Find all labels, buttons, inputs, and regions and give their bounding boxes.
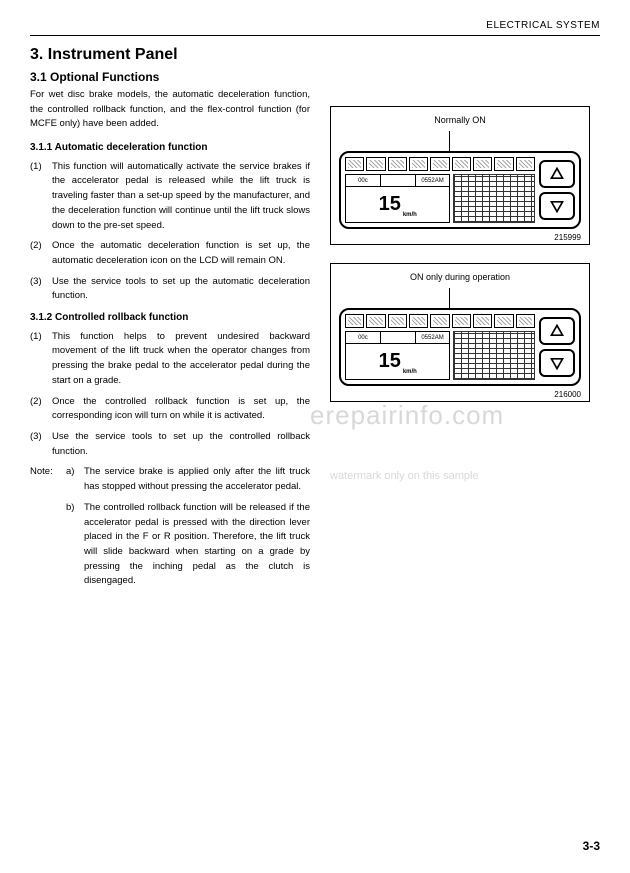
item-num: (3) xyxy=(30,275,48,304)
section-title: 3. Instrument Panel xyxy=(30,46,600,64)
item-num: (1) xyxy=(30,330,48,389)
note-a: Note: a) The service brake is applied on… xyxy=(30,465,310,494)
indicator-icon xyxy=(516,157,535,171)
indicator-icon xyxy=(452,314,471,328)
triangle-up-icon xyxy=(550,324,564,338)
speed-unit: km/h xyxy=(403,212,417,222)
down-button xyxy=(539,349,575,377)
figure-2-number: 216000 xyxy=(339,390,581,399)
item-text: Once the controlled rollback function is… xyxy=(52,395,310,424)
lcd-side-gauge xyxy=(453,174,535,223)
item-311-3: (3) Use the service tools to set up the … xyxy=(30,275,310,304)
note-b: b) The controlled rollback function will… xyxy=(30,501,310,589)
indicator-icon xyxy=(409,314,428,328)
indicator-icon xyxy=(409,157,428,171)
lcd-speed: 15 km/h xyxy=(346,187,449,222)
note-label-spacer xyxy=(30,501,62,589)
item-num: (1) xyxy=(30,160,48,234)
item-num: (3) xyxy=(30,430,48,459)
lcd-side-gauge xyxy=(453,331,535,380)
speed-unit: km/h xyxy=(403,369,417,379)
callout-line-icon xyxy=(449,131,450,151)
item-311-2: (2) Once the automatic deceleration func… xyxy=(30,239,310,268)
page-number: 3-3 xyxy=(583,839,600,853)
right-column: Normally ON xyxy=(330,88,590,595)
indicator-icon xyxy=(430,314,449,328)
indicator-icon xyxy=(430,157,449,171)
figure-1: Normally ON xyxy=(330,106,590,245)
figure-1-number: 215999 xyxy=(339,233,581,242)
indicator-icon xyxy=(516,314,535,328)
triangle-down-icon xyxy=(550,356,564,370)
dashboard-left: 00c 0552AM 15 km/h xyxy=(345,157,535,223)
header-label: ELECTRICAL SYSTEM xyxy=(30,20,600,31)
callout-line-icon xyxy=(449,288,450,308)
up-button xyxy=(539,160,575,188)
item-text: Use the service tools to set up the cont… xyxy=(52,430,310,459)
indicator-icon xyxy=(452,157,471,171)
indicator-icon xyxy=(494,157,513,171)
item-312-2: (2) Once the controlled rollback functio… xyxy=(30,395,310,424)
note-text: The service brake is applied only after … xyxy=(84,465,310,494)
indicator-icon xyxy=(388,314,407,328)
speed-value: 15 xyxy=(379,193,401,216)
triangle-up-icon xyxy=(550,167,564,181)
down-button xyxy=(539,192,575,220)
indicator-icon xyxy=(366,314,385,328)
dashboard-buttons xyxy=(539,314,575,380)
note-letter: b) xyxy=(66,501,80,589)
heading-312: 3.1.2 Controlled rollback function xyxy=(30,310,310,326)
indicator-icon xyxy=(388,157,407,171)
lcd-top-row: 00c 0552AM xyxy=(346,175,449,187)
indicator-icon xyxy=(366,157,385,171)
content-row: For wet disc brake models, the automatic… xyxy=(30,88,600,595)
figure-2-callout: ON only during operation xyxy=(339,272,581,282)
indicator-icon xyxy=(345,314,364,328)
item-num: (2) xyxy=(30,239,48,268)
figure-1-callout: Normally ON xyxy=(339,115,581,125)
lcd-main: 00c 0552AM 15 km/h xyxy=(345,331,450,380)
lcd-cell: 0552AM xyxy=(416,332,450,343)
indicator-icon xyxy=(473,157,492,171)
lcd-cell: 0552AM xyxy=(416,175,450,186)
indicator-icon xyxy=(473,314,492,328)
item-312-1: (1) This function helps to prevent undes… xyxy=(30,330,310,389)
item-text: Once the automatic deceleration function… xyxy=(52,239,310,268)
subsection-title: 3.1 Optional Functions xyxy=(30,70,600,84)
lcd-cell: 00c xyxy=(346,175,381,186)
lcd-cell xyxy=(381,175,416,186)
lcd-top-row: 00c 0552AM xyxy=(346,332,449,344)
item-text: Use the service tools to set up the auto… xyxy=(52,275,310,304)
item-312-3: (3) Use the service tools to set up the … xyxy=(30,430,310,459)
lcd-cell: 00c xyxy=(346,332,381,343)
header-rule xyxy=(30,35,600,36)
figure-2: ON only during operation xyxy=(330,263,590,402)
lcd-area: 00c 0552AM 15 km/h xyxy=(345,174,535,223)
note-letter: a) xyxy=(66,465,80,494)
lcd-main: 00c 0552AM 15 km/h xyxy=(345,174,450,223)
indicator-icon xyxy=(494,314,513,328)
indicator-icon-row xyxy=(345,314,535,328)
dashboard-panel: 00c 0552AM 15 km/h xyxy=(339,151,581,229)
item-num: (2) xyxy=(30,395,48,424)
dashboard-buttons xyxy=(539,157,575,223)
speed-value: 15 xyxy=(379,350,401,373)
up-button xyxy=(539,317,575,345)
item-311-1: (1) This function will automatically act… xyxy=(30,160,310,234)
lcd-area: 00c 0552AM 15 km/h xyxy=(345,331,535,380)
note-label: Note: xyxy=(30,465,62,494)
triangle-down-icon xyxy=(550,199,564,213)
item-text: This function helps to prevent undesired… xyxy=(52,330,310,389)
lcd-speed: 15 km/h xyxy=(346,344,449,379)
heading-311: 3.1.1 Automatic deceleration function xyxy=(30,140,310,156)
indicator-icon-row xyxy=(345,157,535,171)
dashboard-left: 00c 0552AM 15 km/h xyxy=(345,314,535,380)
lcd-cell xyxy=(381,332,416,343)
intro-text: For wet disc brake models, the automatic… xyxy=(30,88,310,132)
dashboard-panel: 00c 0552AM 15 km/h xyxy=(339,308,581,386)
indicator-icon xyxy=(345,157,364,171)
left-column: For wet disc brake models, the automatic… xyxy=(30,88,310,595)
note-text: The controlled rollback function will be… xyxy=(84,501,310,589)
item-text: This function will automatically activat… xyxy=(52,160,310,234)
